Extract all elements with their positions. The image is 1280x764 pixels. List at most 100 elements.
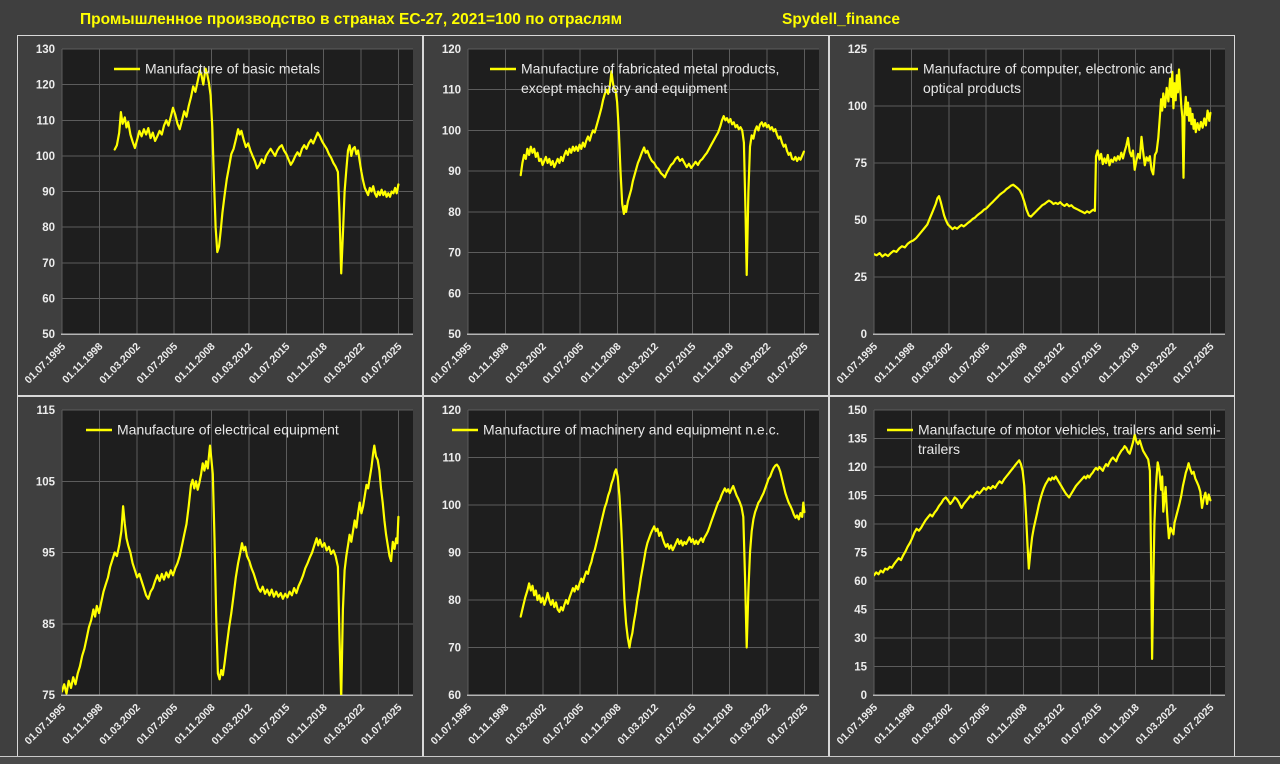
page-title: Промышленное производство в странах ЕС-2… [80,11,623,28]
svg-text:15: 15 [854,662,867,674]
chart-panel-motor-vehicles: 0 15 30 45 60 75 90 105 120 135 150 01.07.1995 01.11… [829,396,1235,757]
svg-text:0: 0 [861,329,867,341]
legend: Manufacture of electrical equipment [86,422,339,438]
legend-label: optical products [923,80,1021,96]
svg-text:01.07.2025: 01.07.2025 [359,702,405,748]
plot-area [468,49,819,334]
x-axis-labels: 01.07.199501.11.199801.03.200201.07.2005… [834,341,1216,387]
svg-text:60: 60 [448,690,461,702]
x-axis-labels: 01.07.199501.11.199801.03.200201.07.2005… [428,341,810,387]
x-axis-labels: 01.07.199501.11.199801.03.200201.07.2005… [428,702,810,748]
svg-text:100: 100 [848,101,867,113]
svg-text:115: 115 [36,405,55,417]
svg-text:110: 110 [442,85,461,97]
legend-label: trailers [918,441,960,457]
svg-text:01.07.2025: 01.07.2025 [765,341,811,387]
svg-text:110: 110 [442,453,461,465]
svg-text:120: 120 [848,462,867,474]
svg-text:105: 105 [36,476,56,488]
svg-text:120: 120 [442,405,461,417]
svg-text:60: 60 [854,576,867,588]
svg-text:0: 0 [861,690,867,702]
legend: Manufacture of computer, electronic and o… [892,61,1173,96]
chart-panel-fabricated-metal-products: 50 60 70 80 90 100 110 120 01.07.1995 01.11.1998 0… [423,35,829,396]
svg-text:01.07.2025: 01.07.2025 [1171,341,1217,387]
svg-text:135: 135 [848,434,868,446]
x-axis-labels: 01.07.199501.11.199801.03.200201.07.2005… [22,702,404,748]
chart-motor-vehicles: 0 15 30 45 60 75 90 105 120 135 150 01.07.199501.11… [834,405,1225,748]
svg-text:80: 80 [448,595,461,607]
chart-panel-basic-metals: 50 60 70 80 90 100 110 120 130 01.07.1995 01.11.19… [17,35,423,396]
legend: Manufacture of machinery and equipment n… [452,422,780,438]
gridlines [467,48,819,335]
svg-text:75: 75 [854,548,867,560]
y-axis-labels: 0 15 30 45 60 75 90 105 120 135 150 [848,405,868,702]
svg-text:75: 75 [42,690,55,702]
chart-panel-electrical-equipment: 75 85 95 105 115 01.07.1995 01.11.1998 01.03.20… [17,396,423,757]
y-axis-labels: 75 85 95 105 115 [36,405,56,702]
svg-text:150: 150 [848,405,867,417]
svg-text:105: 105 [848,491,868,503]
svg-text:90: 90 [448,548,461,560]
x-axis-labels: 01.07.199501.11.199801.03.200201.07.2005… [22,341,404,387]
svg-text:70: 70 [42,258,55,270]
y-axis-labels: 0 25 50 75 100 125 [848,44,868,341]
svg-text:50: 50 [448,329,461,341]
legend-label: Manufacture of basic metals [145,61,320,77]
svg-text:70: 70 [448,248,461,260]
svg-text:90: 90 [42,187,55,199]
watermark: Spydell_finance [782,11,901,28]
svg-text:60: 60 [42,293,55,305]
svg-text:130: 130 [36,44,55,56]
svg-text:120: 120 [442,44,461,56]
svg-text:125: 125 [848,44,868,56]
chart-basic-metals: 50 60 70 80 90 100 110 120 130 01.07.199501.11.19… [22,44,413,387]
svg-text:45: 45 [854,605,867,617]
chart-computer-electronic-optical: 0 25 50 75 100 125 01.07.199501.11.199801.03.2… [834,44,1225,387]
svg-text:50: 50 [42,329,55,341]
svg-text:50: 50 [854,215,867,227]
chart-panel-machinery-and-equipment-nec: 60 70 80 90 100 110 120 01.07.1995 01.11.1998 01.… [423,396,829,757]
bottom-strip [0,756,1280,764]
series-line-computer-electronic-optical [874,68,1212,258]
series-line-fabricated-metal-products [519,70,805,277]
chart-machinery-and-equipment-nec: 60 70 80 90 100 110 120 01.07.199501.11.199801.… [428,405,819,748]
svg-text:30: 30 [854,633,867,645]
svg-text:110: 110 [36,115,55,127]
y-axis-labels: 50 60 70 80 90 100 110 120 [442,44,461,341]
svg-text:01.07.2025: 01.07.2025 [1171,702,1217,748]
legend: Manufacture of fabricated metal products… [490,61,779,96]
chart-grid: 50 60 70 80 90 100 110 120 130 01.07.1995 01.11.19… [17,35,1235,757]
svg-text:90: 90 [448,166,461,178]
legend: Manufacture of basic metals [114,61,320,77]
series-line-motor-vehicles [874,433,1212,660]
chart-panel-computer-electronic-optical: 0 25 50 75 100 125 01.07.1995 01.11.1998 01.03.2… [829,35,1235,396]
x-axis-labels: 01.07.199501.11.199801.03.200201.07.2005… [834,702,1216,748]
svg-text:80: 80 [448,207,461,219]
svg-text:75: 75 [854,158,867,170]
legend-label: Manufacture of fabricated metal products… [521,61,779,77]
svg-text:100: 100 [442,125,461,137]
y-axis-labels: 60 70 80 90 100 110 120 [442,405,461,702]
y-axis-labels: 50 60 70 80 90 100 110 120 130 [36,44,55,341]
series-line-basic-metals [113,67,400,275]
legend-label: Manufacture of electrical equipment [117,422,339,438]
svg-text:70: 70 [448,643,461,655]
svg-text:100: 100 [36,151,55,163]
series-line-electrical-equipment [62,444,400,695]
gridlines [61,409,413,696]
svg-text:85: 85 [42,619,55,631]
svg-text:120: 120 [36,80,55,92]
svg-text:90: 90 [854,519,867,531]
chart-electrical-equipment: 75 85 95 105 115 01.07.199501.11.199801.03.20… [22,405,413,748]
legend: Manufacture of motor vehicles, trailers … [887,422,1221,457]
series-line-machinery-and-equipment-nec [519,463,806,649]
svg-text:80: 80 [42,222,55,234]
legend-label: Manufacture of computer, electronic and [923,61,1173,77]
svg-text:60: 60 [448,288,461,300]
svg-text:01.07.2025: 01.07.2025 [359,341,405,387]
legend-label: except machinery and equipment [521,80,727,96]
legend-label: Manufacture of motor vehicles, trailers … [918,422,1221,438]
svg-text:25: 25 [854,272,867,284]
legend-label: Manufacture of machinery and equipment n… [483,422,780,438]
